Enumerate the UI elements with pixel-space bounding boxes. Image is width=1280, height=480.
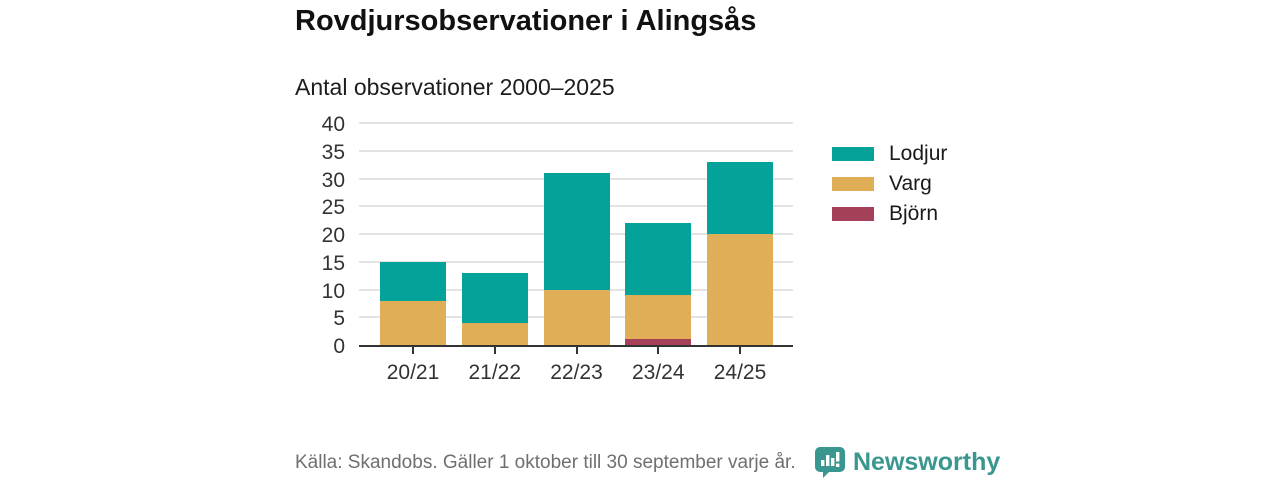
y-tick-label: 30 <box>321 168 345 192</box>
x-tick-label: 24/25 <box>713 361 767 384</box>
x-tick-label: 21/22 <box>468 361 522 384</box>
bar-segment-lodjur-20/21 <box>380 261 446 301</box>
x-tick <box>739 347 741 354</box>
bar-segment-björn-23/24 <box>625 339 692 345</box>
bar-segment-lodjur-23/24 <box>625 222 692 296</box>
bar-segment-varg-22/23 <box>543 289 610 345</box>
legend-item-björn: Björn <box>832 203 947 225</box>
y-axis: 0 5 10 15 20 25 30 35 40 <box>260 113 345 358</box>
legend: Lodjur Varg Björn <box>832 143 947 233</box>
x-tick-label: 20/21 <box>386 361 440 384</box>
y-tick-label: 10 <box>321 279 345 303</box>
x-tick <box>493 347 496 354</box>
legend-swatch-björn <box>832 207 874 221</box>
newsworthy-logo-text: Newsworthy <box>853 448 1001 476</box>
y-tick-label: 0 <box>333 335 345 358</box>
newsworthy-logo[interactable]: Newsworthy <box>814 446 1000 478</box>
x-tick-label: 23/24 <box>631 361 685 384</box>
y-tick-label: 20 <box>321 224 345 247</box>
legend-item-varg: Varg <box>832 173 947 195</box>
bar-segment-lodjur-24/25 <box>707 161 773 234</box>
source-note: Källa: Skandobs. Gäller 1 oktober till 3… <box>295 452 796 473</box>
bar-segment-varg-20/21 <box>380 300 446 345</box>
legend-label: Björn <box>889 202 939 225</box>
y-tick-label: 5 <box>333 307 345 331</box>
x-tick <box>412 347 414 354</box>
bar-segment-lodjur-22/23 <box>543 172 610 290</box>
x-tick <box>657 347 660 354</box>
x-tick-label: 22/23 <box>550 361 603 384</box>
legend-label: Varg <box>889 172 932 195</box>
bar-segment-varg-24/25 <box>707 234 773 345</box>
y-tick-label: 35 <box>321 140 345 164</box>
x-tick <box>575 347 578 354</box>
y-tick-label: 40 <box>321 113 345 136</box>
legend-item-lodjur: Lodjur <box>832 143 947 165</box>
chart-title: Rovdjursobservationer i Alingsås <box>295 5 757 37</box>
bar-segment-varg-21/22 <box>461 322 528 345</box>
newsworthy-logo-icon <box>815 447 845 478</box>
legend-label: Lodjur <box>889 142 948 165</box>
y-tick-label: 15 <box>321 251 345 275</box>
legend-swatch-varg <box>832 177 874 191</box>
gridline-35 <box>359 149 793 152</box>
y-tick-label: 25 <box>321 196 345 220</box>
gridline-40 <box>359 122 793 124</box>
chart-subtitle: Antal observationer 2000–2025 <box>295 74 615 100</box>
bar-segment-varg-23/24 <box>625 295 692 340</box>
bar-segment-lodjur-21/22 <box>461 272 528 323</box>
legend-swatch-lodjur <box>832 147 874 161</box>
plot-area: 20/21 21/22 22/23 23/24 24/25 <box>359 122 793 384</box>
